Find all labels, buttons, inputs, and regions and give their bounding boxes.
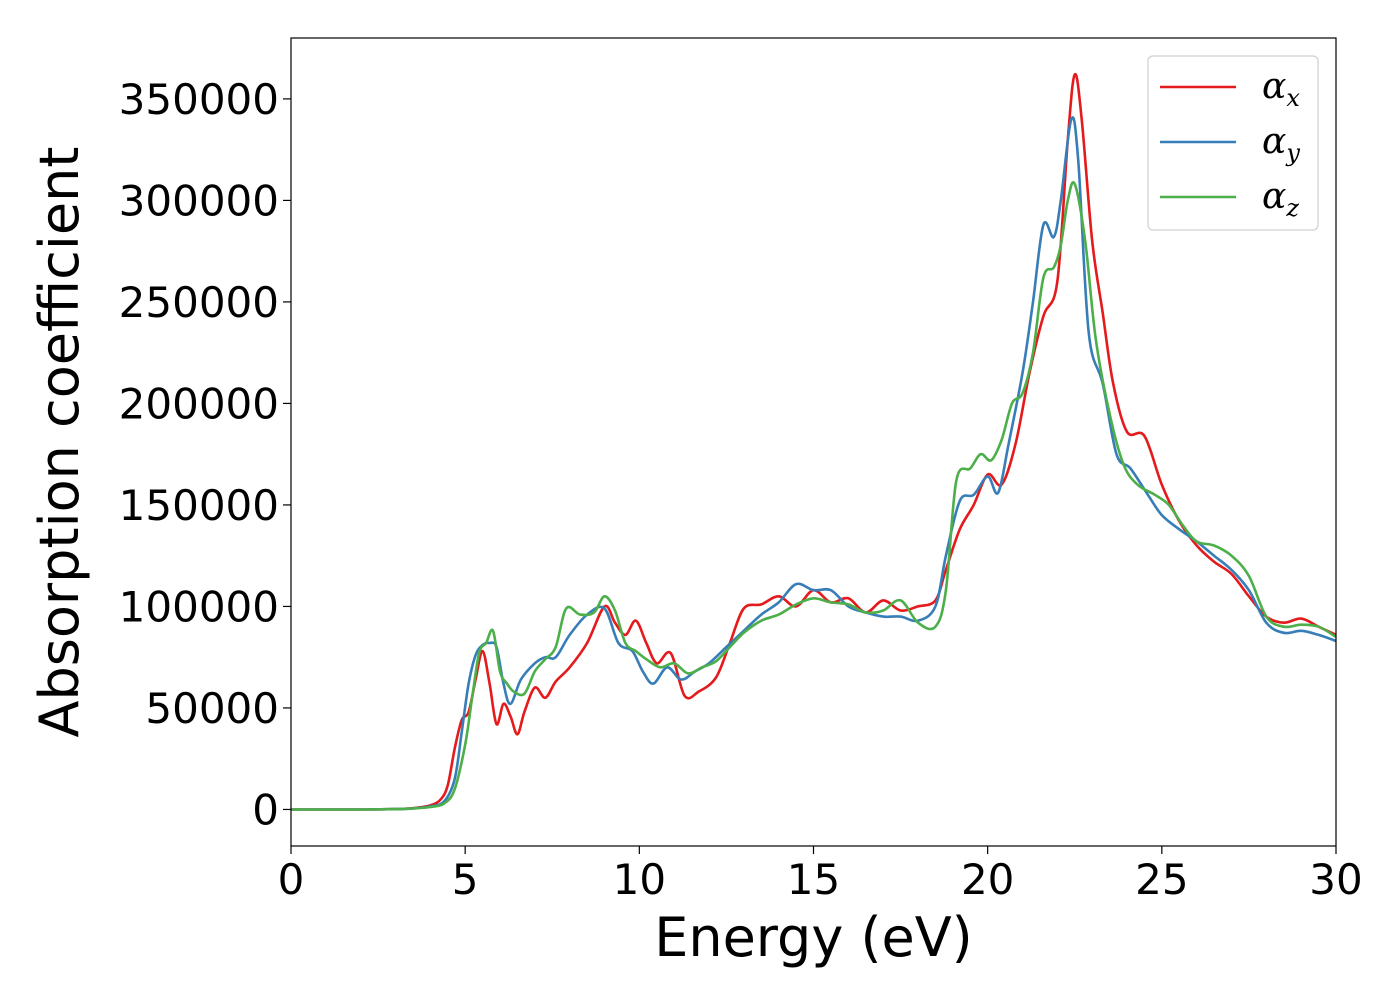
y-tick-label: 50000 bbox=[145, 684, 279, 733]
series-line-z bbox=[291, 181, 1336, 811]
legend: αx αy αz bbox=[1147, 55, 1319, 231]
y-tick-label: 150000 bbox=[119, 481, 279, 530]
x-tick-label: 30 bbox=[1309, 855, 1362, 904]
series-lines bbox=[291, 73, 1336, 811]
y-axis: 0 50000 100000 150000 200000 250000 300000 3500… bbox=[119, 75, 291, 834]
legend-label-x: αx bbox=[1262, 66, 1300, 112]
x-tick-label: 25 bbox=[1135, 855, 1188, 904]
x-tick-label: 5 bbox=[452, 855, 479, 904]
x-tick-label: 10 bbox=[613, 855, 666, 904]
x-tick-label: 15 bbox=[787, 855, 840, 904]
y-tick-label: 350000 bbox=[119, 75, 279, 124]
y-tick-label: 200000 bbox=[119, 379, 279, 428]
y-axis-label: Absorption coefficient bbox=[28, 147, 91, 738]
legend-label-z: αz bbox=[1262, 176, 1299, 222]
y-tick-label: 250000 bbox=[119, 278, 279, 327]
y-tick-label: 100000 bbox=[119, 582, 279, 631]
x-tick-label: 0 bbox=[278, 855, 305, 904]
series-line-x bbox=[291, 73, 1336, 811]
y-tick-label: 300000 bbox=[119, 176, 279, 225]
x-axis-label: Energy (eV) bbox=[654, 906, 973, 969]
series-line-y bbox=[291, 116, 1336, 811]
x-tick-label: 20 bbox=[961, 855, 1014, 904]
legend-label-y: αy bbox=[1262, 121, 1300, 167]
y-tick-label: 0 bbox=[252, 785, 279, 834]
x-axis: 0 5 10 15 20 25 30 bbox=[278, 846, 1363, 904]
